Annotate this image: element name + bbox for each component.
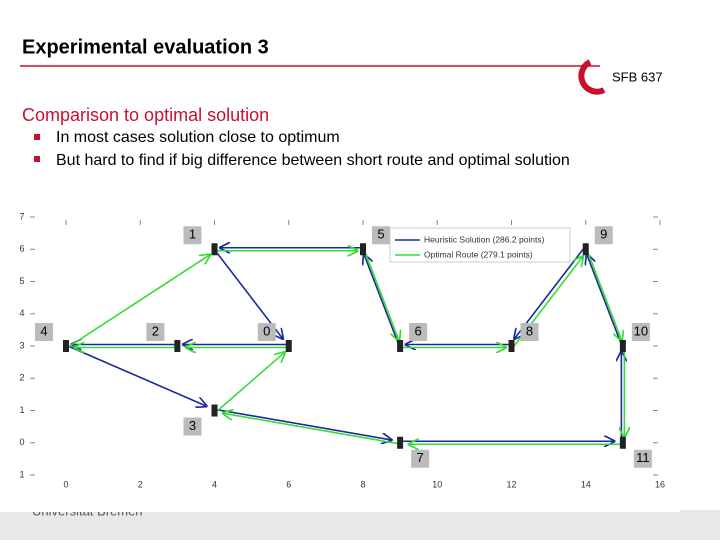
x-tick-label: 16 [655,479,665,489]
route-edge [363,250,400,342]
node-label-box [409,323,428,341]
node [619,436,626,449]
node [211,243,218,256]
node-label: 4 [40,323,47,338]
y-tick-label: 7 [19,211,24,221]
y-tick-label: 3 [19,340,24,350]
route-edge [215,351,286,413]
node-label-box [146,323,165,341]
y-tick-label: 6 [19,244,24,254]
node-label: 10 [634,323,648,338]
node [174,340,181,352]
node-label: 3 [189,418,196,433]
y-tick-label: 0 [19,437,24,447]
title: Experimental evaluation 3 [22,36,269,58]
node [397,340,404,352]
node-label: 7 [417,450,424,465]
node [508,340,515,352]
node-label: 1 [189,227,196,242]
node-label-box [183,417,202,436]
route-edge [67,254,211,349]
y-tick-label: 1 [19,469,24,479]
bullet-icon [34,156,40,162]
y-tick-label: 5 [19,276,24,286]
node-label: 6 [415,323,422,338]
node-label-box [411,449,430,468]
route-edge [222,413,402,446]
node [360,243,366,256]
node [63,340,69,352]
x-tick-label: 10 [432,479,442,489]
node-label: 8 [526,323,533,338]
bullet: But hard to find if big difference betwe… [56,152,570,169]
legend-box [389,227,571,263]
logo-text: SFB 637 [612,69,663,84]
x-tick-label: 14 [581,479,591,489]
route-edge [586,250,622,342]
node-label: 2 [152,323,159,338]
bullet: In most cases solution close to optimum [56,129,340,146]
route-edge [64,343,208,407]
legend-label: Heuristic Solution (286.2 points) [424,234,545,244]
route-edge [364,253,400,345]
node-label-box [631,323,650,341]
node-label-box [183,226,202,245]
node-label-box [633,449,652,468]
node [211,404,218,417]
node-label: 5 [377,227,384,242]
node-label-box [594,226,613,245]
legend-label: Optimal Route (279.1 points) [424,249,533,259]
node [582,243,589,256]
footer-bar [0,510,720,540]
x-tick-label: 4 [212,479,217,489]
node-label-box [35,323,53,341]
x-tick-label: 0 [63,479,68,489]
node [397,436,404,449]
x-tick-label: 6 [286,479,291,489]
bullet-icon [34,134,40,140]
y-tick-label: 4 [19,308,24,318]
node-label-box [520,323,539,341]
node-label-box [257,323,276,341]
route-edge [212,408,393,440]
route-edge [586,253,623,345]
node [285,340,292,352]
node-label-box [372,226,390,245]
y-tick-label: 2 [19,373,24,383]
x-tick-label: 8 [360,479,365,489]
subtitle: Comparison to optimal solution [22,105,269,125]
y-tick-label: 1 [19,405,24,415]
node [619,340,626,352]
node-label: 11 [636,450,650,465]
x-tick-label: 12 [506,479,516,489]
x-tick-label: 2 [138,479,143,489]
node-label: 0 [263,323,270,338]
node-label: 9 [600,227,607,242]
logo-mark [578,59,606,95]
